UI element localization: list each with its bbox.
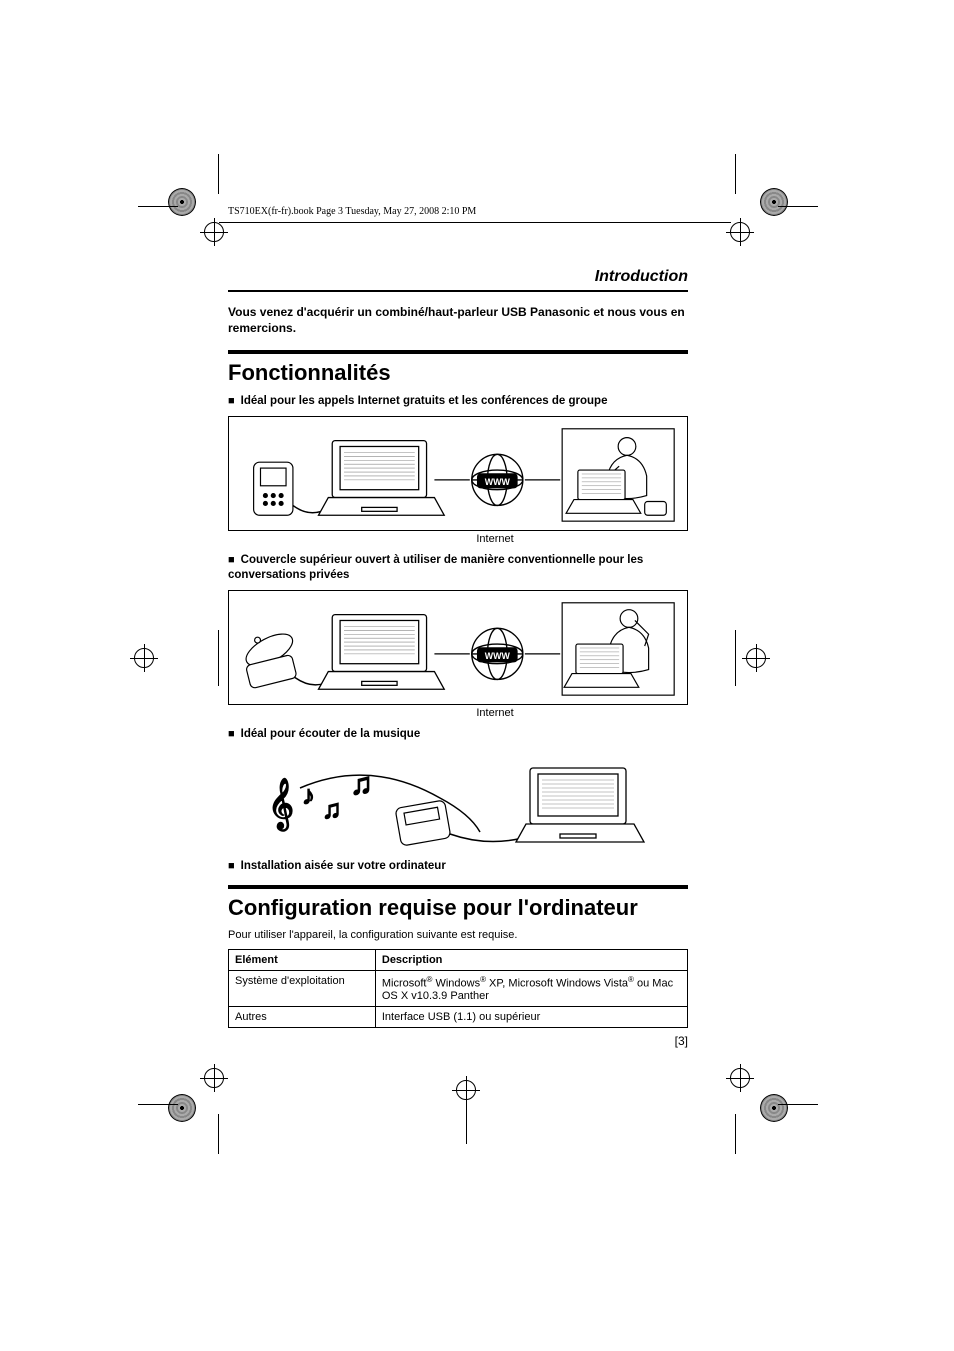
header-rule [219, 222, 731, 223]
page: TS710EX(fr-fr).book Page 3 Tuesday, May … [0, 0, 954, 1351]
internet-caption-2: Internet [228, 707, 688, 719]
svg-text:♫: ♫ [350, 768, 373, 801]
feature-bullet-4: ■ Installation aisée sur votre ordinateur [228, 859, 688, 875]
square-bullet-icon: ■ [228, 554, 235, 566]
feature-bullet-2-text: Couvercle supérieur ouvert à utiliser de… [228, 554, 643, 582]
intro-text: Vous venez d'acquérir un combiné/haut-pa… [228, 304, 688, 336]
crop-line-icon [735, 630, 736, 686]
page-content: Introduction Vous venez d'acquérir un co… [228, 268, 688, 1048]
www-label: WWW [485, 477, 511, 487]
print-reg-target-bc [452, 1076, 480, 1104]
table-header-element: Elément [229, 949, 376, 970]
req-other-value: Interface USB (1.1) ou supérieur [375, 1006, 687, 1027]
feature-bullet-1-text: Idéal pour les appels Internet gratuits … [241, 395, 608, 407]
square-bullet-icon: ■ [228, 395, 235, 407]
print-reg-target-mr [742, 644, 770, 672]
crop-line-icon [735, 1114, 736, 1154]
crop-line-icon [778, 1104, 818, 1105]
crop-line-icon [218, 154, 219, 194]
crop-line-icon [218, 1114, 219, 1154]
feature-bullet-2: ■Couvercle supérieur ouvert à utiliser d… [228, 553, 688, 584]
req-os-value: Microsoft® Windows® XP, Microsoft Window… [375, 970, 687, 1006]
requirements-heading: Configuration requise pour l'ordinateur [228, 895, 688, 921]
print-reg-circle-tl [168, 188, 196, 216]
feature-bullet-3-text: Idéal pour écouter de la musique [241, 728, 421, 740]
print-reg-target-br [726, 1064, 754, 1092]
illustration-private: WWW [228, 590, 688, 705]
thick-rule [228, 350, 688, 354]
requirements-table: Elément Description Système d'exploitati… [228, 949, 688, 1028]
table-row: Système d'exploitation Microsoft® Window… [229, 970, 688, 1006]
square-bullet-icon: ■ [228, 728, 235, 740]
page-number: [3] [228, 1034, 688, 1048]
crop-line-icon [138, 1104, 178, 1105]
table-header-description: Description [375, 949, 687, 970]
pdf-header-meta: TS710EX(fr-fr).book Page 3 Tuesday, May … [228, 206, 476, 217]
section-label: Introduction [228, 268, 688, 286]
req-os-label: Système d'exploitation [229, 970, 376, 1006]
print-reg-circle-br [760, 1094, 788, 1122]
feature-bullet-1: ■ Idéal pour les appels Internet gratuits… [228, 394, 688, 410]
print-reg-target-ml [130, 644, 158, 672]
square-bullet-icon: ■ [228, 860, 235, 872]
svg-text:𝄞: 𝄞 [268, 779, 294, 831]
www-label: WWW [485, 651, 511, 661]
print-reg-circle-tr [760, 188, 788, 216]
feature-bullet-3: ■ Idéal pour écouter de la musique [228, 727, 688, 743]
illustration-music: 𝄞 ♪ ♫ ♫ [228, 748, 688, 853]
crop-line-icon [466, 1104, 467, 1144]
req-other-label: Autres [229, 1006, 376, 1027]
internet-caption-1: Internet [228, 533, 688, 545]
features-heading: Fonctionnalités [228, 360, 688, 386]
illustration-conference: WWW [228, 416, 688, 531]
crop-line-icon [218, 630, 219, 686]
feature-bullet-4-text: Installation aisée sur votre ordinateur [241, 860, 446, 872]
crop-line-icon [778, 206, 818, 207]
svg-text:♫: ♫ [322, 794, 342, 824]
print-reg-target-bl [200, 1064, 228, 1092]
table-row: Autres Interface USB (1.1) ou supérieur [229, 1006, 688, 1027]
crop-line-icon [138, 206, 178, 207]
requirements-intro: Pour utiliser l'appareil, la configurati… [228, 929, 688, 941]
section-rule [228, 290, 688, 292]
table-header-row: Elément Description [229, 949, 688, 970]
crop-line-icon [735, 154, 736, 194]
print-reg-circle-bl [168, 1094, 196, 1122]
thick-rule [228, 885, 688, 889]
